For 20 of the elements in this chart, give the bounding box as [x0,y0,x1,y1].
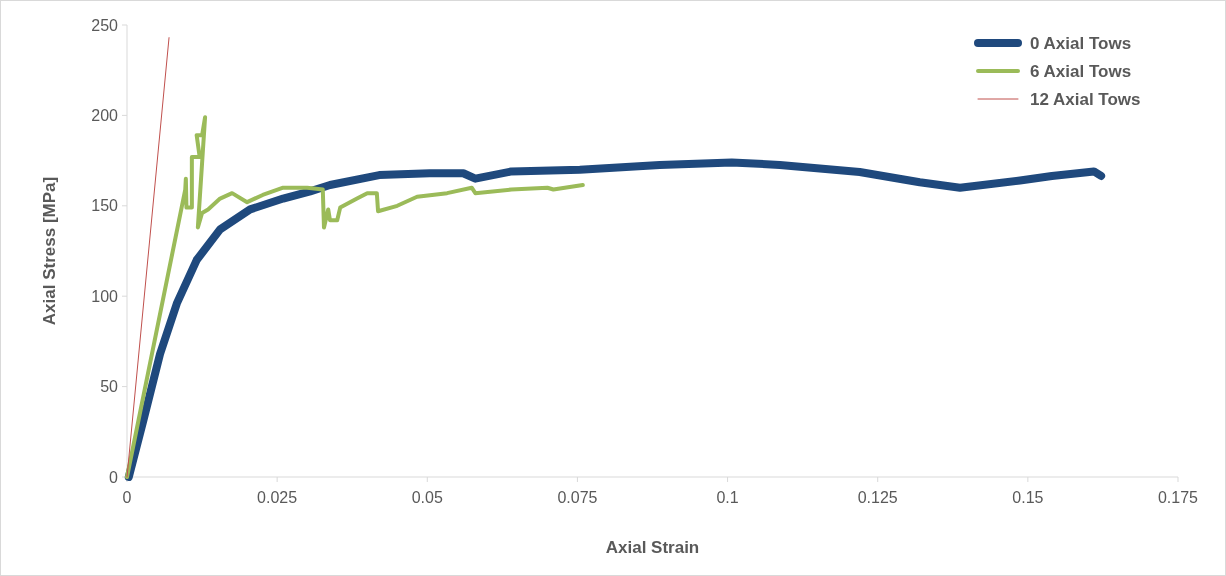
x-tick-label: 0.075 [557,489,598,506]
x-tick-label: 0.05 [411,489,443,506]
x-tick-label: 0.1 [716,489,739,506]
y-tick-label: 100 [91,287,119,305]
x-tick-label: 0.175 [1157,489,1199,506]
x-tick-label: 0.15 [1012,489,1044,506]
x-axis-title: Axial Strain [605,538,700,557]
y-tick-label: 200 [91,107,119,124]
x-tick-label: 0.025 [257,489,298,506]
line-series [125,115,585,479]
y-tick-label: 50 [100,378,119,396]
y-tick-label: 150 [91,197,119,215]
y-tick-label: 0 [109,468,119,486]
x-tick-label: 0.125 [857,489,898,506]
x-tick-label: 0 [122,489,132,506]
legend-label: 0 Axial Tows [1030,33,1132,53]
legend-label: 12 Axial Tows [1030,89,1141,109]
y-tick-label: 250 [91,16,119,34]
legend-label: 6 Axial Tows [1030,61,1132,81]
y-axis-title: Axial Stress [MPa] [40,176,59,326]
